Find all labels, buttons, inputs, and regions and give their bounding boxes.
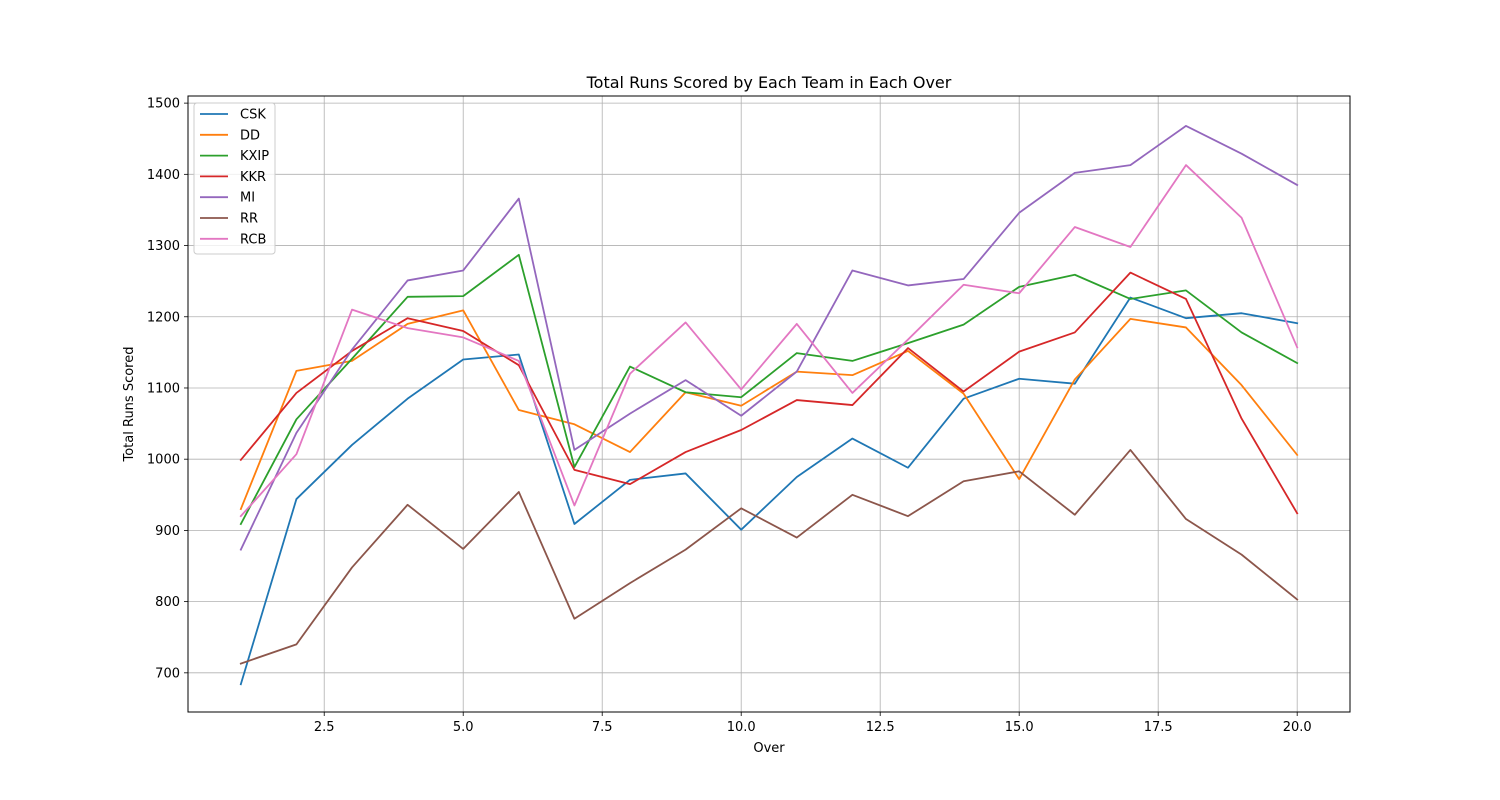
- x-axis-ticks: 2.5 5.0 7.5 10.0 12.5 15.0 17.5 20.0: [314, 712, 1312, 735]
- legend-label: KXIP: [240, 149, 269, 164]
- y-tick-label: 800: [155, 595, 180, 610]
- chart-title: Total Runs Scored by Each Team in Each O…: [586, 73, 952, 92]
- x-tick-label: 17.5: [1144, 720, 1173, 735]
- legend-item-rr: RR: [200, 212, 258, 227]
- x-tick-label: 7.5: [592, 720, 613, 735]
- legend-label: DD: [240, 128, 260, 143]
- legend-label: KKR: [240, 170, 266, 185]
- legend-item-dd: DD: [200, 128, 260, 143]
- y-tick-label: 1000: [147, 453, 180, 468]
- series-line-mi: [239, 125, 1299, 551]
- y-tick-label: 1100: [147, 381, 180, 396]
- legend-item-mi: MI: [200, 191, 255, 206]
- plot-frame: [187, 95, 1351, 713]
- series-line-kxip: [239, 253, 1299, 526]
- series-line-csk: [239, 296, 1299, 686]
- x-tick-label: 15.0: [1005, 720, 1034, 735]
- x-tick-label: 5.0: [453, 720, 474, 735]
- legend-label: CSK: [240, 108, 266, 123]
- legend-item-csk: CSK: [200, 108, 266, 123]
- legend-label: MI: [240, 191, 255, 206]
- series-line-rcb: [239, 164, 1299, 518]
- x-axis-label: Over: [753, 741, 785, 756]
- series-line-kkr: [239, 271, 1299, 515]
- y-tick-label: 1300: [147, 239, 180, 254]
- series-lines: [239, 125, 1299, 686]
- y-tick-label: 1200: [147, 310, 180, 325]
- x-tick-label: 20.0: [1283, 720, 1312, 735]
- legend-item-kkr: KKR: [200, 170, 266, 185]
- x-tick-label: 2.5: [314, 720, 335, 735]
- legend-label: RCB: [240, 232, 266, 247]
- y-tick-label: 1500: [147, 97, 180, 112]
- legend-item-kxip: KXIP: [200, 149, 269, 164]
- grid-lines: [188, 96, 1350, 712]
- y-tick-label: 900: [155, 524, 180, 539]
- legend-item-rcb: RCB: [200, 232, 266, 247]
- series-line-dd: [239, 309, 1299, 511]
- y-tick-label: 700: [155, 666, 180, 681]
- legend-items: CSK DD KXIP KKR MI RR RCB: [200, 108, 269, 247]
- y-axis-label: Total Runs Scored: [122, 347, 137, 463]
- y-axis-ticks: 700 800 900 1000 1100 1200 1300 1400 1500: [147, 97, 188, 681]
- legend-box: [193, 102, 276, 255]
- legend: CSK DD KXIP KKR MI RR RCB: [193, 102, 276, 255]
- series-line-rr: [239, 449, 1299, 665]
- x-tick-label: 12.5: [866, 720, 895, 735]
- legend-label: RR: [240, 212, 258, 227]
- x-tick-label: 10.0: [727, 720, 756, 735]
- y-tick-label: 1400: [147, 168, 180, 183]
